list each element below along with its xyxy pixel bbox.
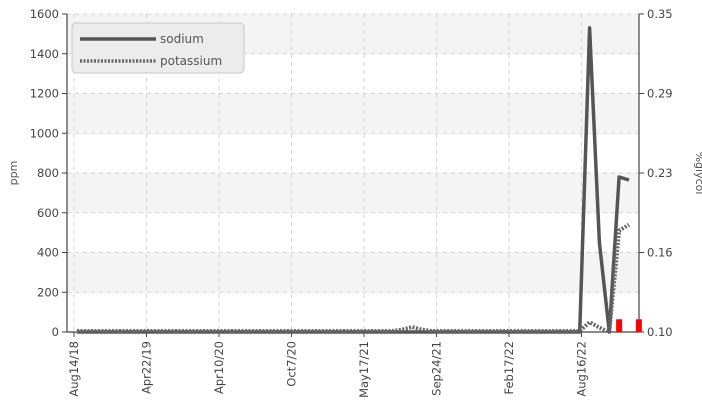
x-tick-label: Apr22/19 — [140, 341, 154, 394]
y2-axis-ticks: 0.10 0.16 0.23 0.29 0.35 — [639, 7, 673, 339]
y2-tick-label: 0.35 — [647, 7, 673, 21]
glycol-bar — [616, 319, 623, 332]
series-line-potassium — [77, 222, 631, 334]
x-tick-label: Apr10/20 — [212, 341, 226, 394]
y2-tick-label: 0.16 — [647, 246, 673, 260]
y2-tick-label: 0.29 — [647, 87, 673, 101]
glycol-bar — [635, 319, 642, 332]
x-tick-label: Sep24/21 — [430, 341, 444, 396]
x-axis-ticks: Aug14/18 Apr22/19 Apr10/20 Oct7/20 May17/21 S… — [67, 332, 589, 398]
y-tick-label: 1200 — [30, 87, 59, 101]
y-tick-label: 600 — [37, 206, 59, 220]
y2-axis-title: %glycol — [693, 152, 702, 195]
legend: sodium potassium — [71, 22, 245, 74]
y2-tick-label: 0.10 — [647, 325, 673, 339]
y-tick-label: 1000 — [30, 126, 59, 140]
x-tick-label: Aug14/18 — [67, 341, 81, 397]
legend-label-sodium: sodium — [160, 32, 204, 46]
y-tick-label: 1600 — [30, 7, 59, 21]
plot-band — [67, 173, 639, 213]
plot-band — [67, 93, 639, 134]
x-tick-label: May17/21 — [357, 341, 371, 398]
y-axis-ticks: 0 200 400 600 800 1000 1200 1400 1600 — [30, 7, 67, 339]
x-tick-label: Aug16/22 — [575, 341, 589, 397]
y-tick-label: 0 — [52, 325, 59, 339]
y-tick-label: 400 — [37, 246, 59, 260]
plot-band — [67, 252, 639, 293]
y-tick-label: 1400 — [30, 47, 59, 61]
y-tick-label: 200 — [37, 285, 59, 299]
y-tick-label: 800 — [37, 166, 59, 180]
y2-tick-label: 0.23 — [647, 166, 673, 180]
legend-label-potassium: potassium — [160, 54, 222, 68]
x-tick-label: Feb17/22 — [502, 341, 516, 395]
y-axis-title: ppm — [7, 161, 20, 186]
x-tick-label: Oct7/20 — [285, 341, 299, 387]
glycol-bars — [616, 319, 642, 332]
series-lines — [77, 26, 631, 334]
